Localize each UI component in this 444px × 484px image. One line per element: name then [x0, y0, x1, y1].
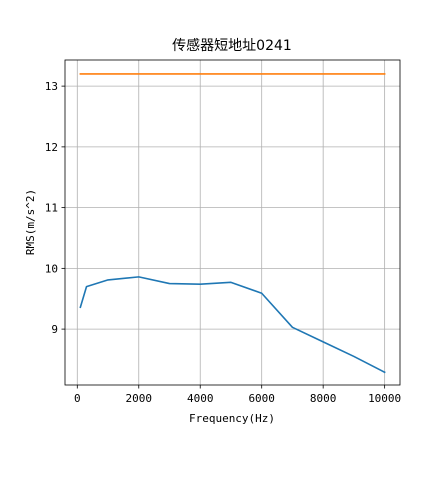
x-axis-label: Frequency(Hz)	[189, 412, 275, 425]
x-tick-label: 2000	[126, 392, 153, 405]
chart-title: 传感器短地址0241	[172, 37, 292, 54]
grid-layer	[65, 60, 400, 385]
x-tick-label: 6000	[248, 392, 275, 405]
tick-layer: 0 2000 4000 6000 8000 10000 9 10 11 12 13	[45, 80, 401, 405]
axes-layer	[64, 59, 401, 386]
y-axis-label: RMS(m/s^2)	[24, 189, 37, 255]
series-line-1	[79, 276, 386, 374]
y-tick-label: 10	[45, 262, 58, 275]
series-layer	[79, 73, 386, 374]
y-tick-label: 13	[45, 80, 58, 93]
x-tick-label: 8000	[310, 392, 337, 405]
plot-frame	[64, 59, 401, 386]
y-tick-label: 9	[51, 323, 58, 336]
x-tick-label: 4000	[187, 392, 214, 405]
y-tick-label: 12	[45, 141, 58, 154]
y-tick-label: 11	[45, 202, 58, 215]
x-tick-label: 10000	[368, 392, 401, 405]
x-tick-label: 0	[74, 392, 81, 405]
